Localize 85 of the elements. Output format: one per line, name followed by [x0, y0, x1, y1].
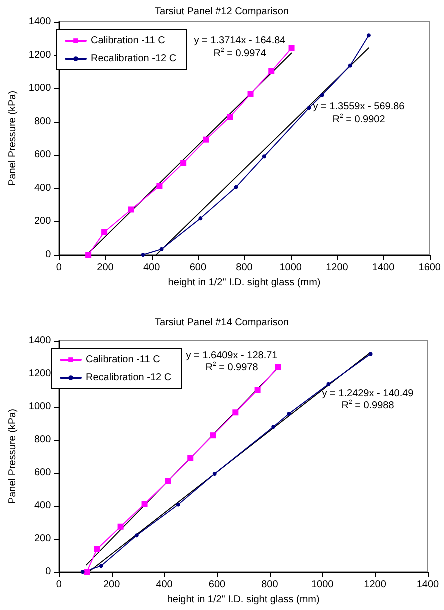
y-tick-label: 800: [34, 116, 52, 128]
y-axis-title: Panel Pressure (kPa): [8, 90, 18, 186]
x-tick-label: 400: [143, 262, 161, 274]
point: [320, 93, 324, 98]
y-tick-label: 200: [34, 534, 52, 545]
point: [94, 546, 100, 552]
x-tick-label: 1200: [326, 262, 349, 274]
y-tick-label: 1000: [28, 402, 52, 413]
annotation: y = 1.6409x - 128.71: [186, 350, 278, 362]
point: [326, 382, 331, 386]
point: [102, 229, 108, 236]
x-tick-label: 1400: [416, 580, 440, 591]
point: [287, 412, 292, 416]
y-tick-label: 0: [46, 566, 52, 578]
point: [141, 253, 146, 257]
x-axis-title: height in 1/2" I.D. sight glass (mm): [167, 594, 320, 606]
legend-label: Recalibration -12 C: [86, 372, 172, 384]
point: [180, 160, 187, 166]
x-tick-label: 200: [103, 580, 121, 591]
y-tick-label: 0: [46, 250, 52, 260]
point: [368, 352, 373, 356]
annotation: y = 1.3714x - 164.84: [194, 36, 286, 46]
point: [262, 154, 266, 159]
y-tick-label: 1200: [28, 368, 52, 380]
point: [268, 68, 275, 74]
x-tick-label: 1000: [280, 262, 302, 274]
y-axis-title: Panel Pressure (kPa): [8, 409, 18, 504]
chart-title: Tarsiut Panel #14 Comparison: [155, 318, 289, 328]
point: [176, 502, 180, 507]
point: [203, 136, 210, 143]
legend-label: Calibration -11 C: [91, 36, 166, 46]
point: [118, 524, 124, 530]
point: [188, 455, 194, 462]
x-tick-label: 0: [56, 262, 62, 274]
x-tick-label: 1600: [418, 262, 442, 274]
point: [234, 185, 238, 190]
y-tick-label: 1400: [28, 16, 52, 28]
x-tick-label: 800: [236, 262, 254, 274]
point: [248, 91, 254, 98]
legend-label: Recalibration -12 C: [91, 54, 177, 64]
x-tick-label: 400: [156, 580, 174, 591]
point: [134, 534, 139, 538]
x-tick-label: 1000: [311, 580, 334, 591]
point: [198, 216, 203, 221]
point: [165, 478, 172, 484]
y-tick-label: 400: [34, 500, 52, 512]
y-tick-label: 1400: [28, 336, 52, 346]
point: [272, 425, 276, 429]
y-tick-label: 800: [34, 434, 52, 446]
point: [348, 64, 352, 68]
point: [160, 247, 164, 252]
y-tick-label: 600: [34, 468, 52, 479]
y-tick-label: 1200: [28, 50, 52, 61]
point: [307, 106, 312, 110]
point: [212, 472, 217, 476]
legend-label: Calibration -11 C: [86, 354, 160, 366]
chart-title: Tarsiut Panel #12 Comparison: [155, 6, 289, 18]
point: [232, 410, 239, 416]
x-tick-label: 1200: [364, 580, 387, 591]
y-tick-label: 200: [34, 216, 52, 228]
point: [80, 570, 85, 574]
point: [84, 569, 90, 576]
point: [254, 387, 261, 394]
point: [288, 45, 295, 52]
point: [142, 501, 148, 508]
point: [128, 206, 134, 213]
point: [366, 34, 371, 38]
point: [156, 183, 163, 190]
point: [275, 364, 282, 370]
point: [86, 252, 92, 258]
x-axis-title: height in 1/2" I.D. sight glass (mm): [168, 277, 321, 288]
point: [227, 114, 234, 120]
point: [99, 564, 104, 568]
x-tick-label: 1400: [372, 262, 396, 274]
y-tick-label: 600: [34, 150, 52, 161]
x-tick-label: 0: [56, 580, 62, 591]
y-tick-label: 400: [34, 182, 52, 194]
annotation: y = 1.3559x - 569.86: [313, 102, 406, 112]
point: [210, 432, 216, 439]
x-tick-label: 600: [208, 580, 226, 591]
x-tick-label: 600: [190, 262, 207, 274]
annotation: y = 1.2429x - 140.49: [322, 388, 414, 400]
x-tick-label: 800: [262, 580, 279, 591]
x-tick-label: 200: [97, 262, 114, 274]
y-tick-label: 1000: [28, 83, 52, 94]
